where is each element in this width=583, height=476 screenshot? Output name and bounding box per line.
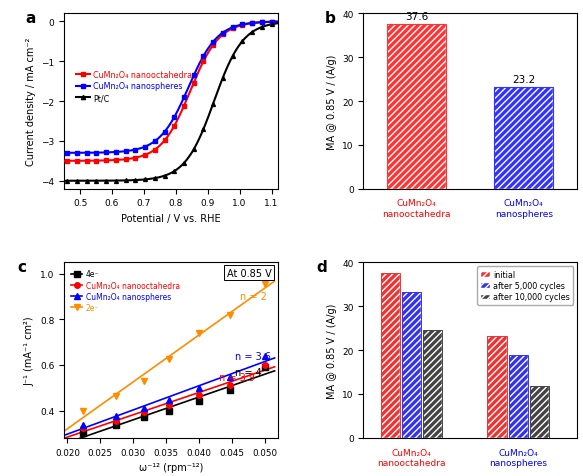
Bar <box>423 331 442 438</box>
Text: n = 2: n = 2 <box>240 291 266 301</box>
Legend: 4e⁻, CuMn₂O₄ nanooctahedra, CuMn₂O₄ nanospheres, 2e⁻: 4e⁻, CuMn₂O₄ nanooctahedra, CuMn₂O₄ nano… <box>68 267 182 316</box>
Bar <box>402 292 421 438</box>
Text: 23.2: 23.2 <box>512 75 535 85</box>
Bar <box>402 292 421 438</box>
Text: c: c <box>17 259 26 274</box>
Bar <box>509 355 528 438</box>
Bar <box>530 387 549 438</box>
Bar <box>487 336 507 438</box>
Text: b: b <box>325 11 336 26</box>
Bar <box>388 25 446 189</box>
X-axis label: Potential / V vs. RHE: Potential / V vs. RHE <box>121 214 221 224</box>
Y-axis label: J⁻¹ (mA⁻¹ cm²): J⁻¹ (mA⁻¹ cm²) <box>24 316 34 385</box>
Bar <box>388 25 446 189</box>
Legend: CuMn₂O₄ nanooctahedra, CuMn₂O₄ nanospheres, Pt/C: CuMn₂O₄ nanooctahedra, CuMn₂O₄ nanospher… <box>72 67 196 106</box>
Y-axis label: Current density / mA cm⁻²: Current density / mA cm⁻² <box>26 38 36 166</box>
Bar <box>381 273 400 438</box>
Text: a: a <box>26 11 36 26</box>
Bar <box>381 273 400 438</box>
Text: n = 3.6: n = 3.6 <box>235 351 271 361</box>
Bar <box>530 387 549 438</box>
Bar <box>487 336 507 438</box>
Bar <box>509 355 528 438</box>
Bar <box>494 88 553 189</box>
Text: n = 3.9: n = 3.9 <box>219 373 255 383</box>
Legend: initial, after 5,000 cycles, after 10,000 cycles: initial, after 5,000 cycles, after 10,00… <box>477 267 573 305</box>
Text: n = 4: n = 4 <box>235 367 262 377</box>
Text: 37.6: 37.6 <box>405 12 429 22</box>
X-axis label: ω⁻¹² (rpm⁻¹²): ω⁻¹² (rpm⁻¹²) <box>139 462 203 472</box>
Y-axis label: MA @ 0.85 V / (A/g): MA @ 0.85 V / (A/g) <box>326 303 336 398</box>
Bar <box>423 331 442 438</box>
Text: At 0.85 V: At 0.85 V <box>227 268 272 278</box>
Bar <box>494 88 553 189</box>
Y-axis label: MA @ 0.85 V / (A/g): MA @ 0.85 V / (A/g) <box>326 54 336 149</box>
Text: d: d <box>317 259 327 274</box>
